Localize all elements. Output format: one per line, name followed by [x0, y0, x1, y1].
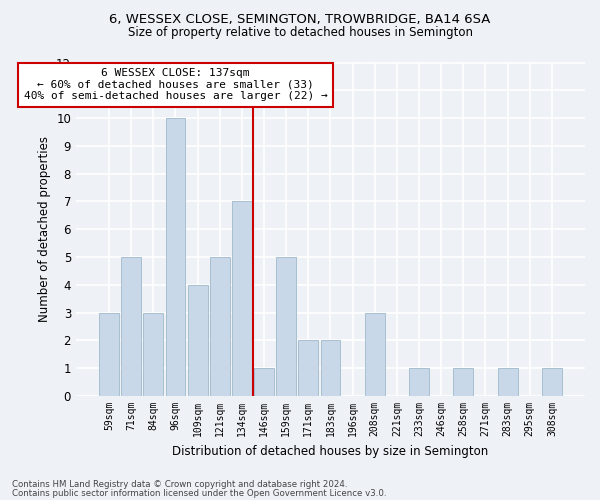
Y-axis label: Number of detached properties: Number of detached properties: [38, 136, 50, 322]
Bar: [188, 285, 208, 396]
Bar: [99, 312, 119, 396]
Bar: [365, 312, 385, 396]
Text: Size of property relative to detached houses in Semington: Size of property relative to detached ho…: [128, 26, 473, 39]
Text: 6 WESSEX CLOSE: 137sqm
← 60% of detached houses are smaller (33)
40% of semi-det: 6 WESSEX CLOSE: 137sqm ← 60% of detached…: [23, 68, 328, 102]
Bar: [298, 340, 319, 396]
Bar: [276, 257, 296, 396]
Bar: [143, 312, 163, 396]
Bar: [121, 257, 141, 396]
Bar: [210, 257, 230, 396]
X-axis label: Distribution of detached houses by size in Semington: Distribution of detached houses by size …: [172, 444, 488, 458]
Bar: [232, 202, 252, 396]
Text: Contains public sector information licensed under the Open Government Licence v3: Contains public sector information licen…: [12, 489, 386, 498]
Bar: [166, 118, 185, 396]
Bar: [320, 340, 340, 396]
Bar: [409, 368, 429, 396]
Bar: [542, 368, 562, 396]
Text: 6, WESSEX CLOSE, SEMINGTON, TROWBRIDGE, BA14 6SA: 6, WESSEX CLOSE, SEMINGTON, TROWBRIDGE, …: [109, 12, 491, 26]
Text: Contains HM Land Registry data © Crown copyright and database right 2024.: Contains HM Land Registry data © Crown c…: [12, 480, 347, 489]
Bar: [497, 368, 518, 396]
Bar: [454, 368, 473, 396]
Bar: [254, 368, 274, 396]
